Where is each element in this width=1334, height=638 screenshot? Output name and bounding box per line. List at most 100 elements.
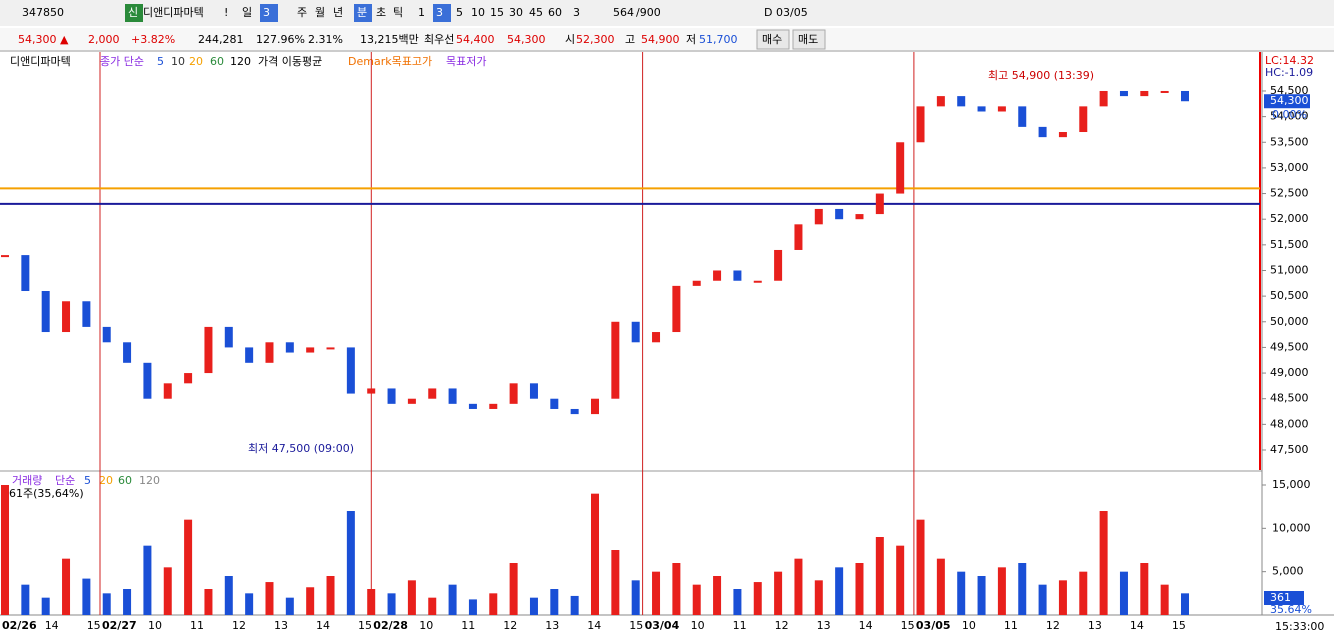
volume-bar bbox=[814, 580, 823, 615]
candle bbox=[1, 255, 9, 258]
y-tick-label: 49,000 bbox=[1270, 366, 1309, 379]
candle bbox=[794, 224, 803, 250]
candle bbox=[163, 383, 172, 399]
info-item: 51,700 bbox=[699, 33, 738, 46]
candle bbox=[936, 96, 945, 107]
candle bbox=[997, 106, 1006, 112]
toolbar-item[interactable]: 초 bbox=[376, 6, 386, 19]
volume-bar bbox=[692, 584, 701, 615]
volume-bar bbox=[529, 597, 538, 615]
x-hour-label: 10 bbox=[962, 619, 976, 632]
side-label: HC:-1.09 bbox=[1265, 66, 1313, 79]
toolbar-item[interactable]: 3 bbox=[573, 6, 580, 19]
volume-bar bbox=[265, 582, 274, 615]
y-tick-label: 51,500 bbox=[1270, 238, 1309, 251]
volume-bar bbox=[428, 597, 437, 615]
toolbar-item[interactable]: 틱 bbox=[393, 6, 403, 19]
toolbar-item[interactable]: 3 bbox=[263, 6, 270, 19]
candle bbox=[82, 301, 91, 327]
candle bbox=[326, 347, 335, 350]
candle bbox=[367, 388, 376, 394]
volume-current-box bbox=[1264, 591, 1304, 605]
candle bbox=[102, 326, 111, 343]
info-item: 54,400 bbox=[456, 33, 495, 46]
toolbar-item[interactable]: 15 bbox=[490, 6, 504, 19]
candle bbox=[733, 270, 742, 281]
info-item: 시 bbox=[565, 33, 575, 46]
volume-bar bbox=[123, 589, 132, 615]
toolbar-item[interactable]: 신 bbox=[128, 6, 138, 19]
volume-bar bbox=[855, 563, 864, 615]
toolbar-item[interactable]: 일 bbox=[242, 5, 252, 19]
candle bbox=[652, 332, 661, 343]
x-hour-label: 14 bbox=[45, 619, 59, 632]
y-tick-label: 52,000 bbox=[1270, 212, 1309, 225]
y-tick-label: 54,000 bbox=[1270, 110, 1309, 123]
volume-bar bbox=[1140, 563, 1149, 615]
toolbar-item[interactable]: 347850 bbox=[22, 6, 64, 19]
volume-bar bbox=[591, 493, 599, 615]
candle bbox=[428, 388, 437, 399]
info-item: +3.82% bbox=[131, 33, 175, 46]
x-hour-label: 11 bbox=[1004, 619, 1018, 632]
candle bbox=[62, 301, 71, 333]
candle bbox=[570, 408, 579, 415]
toolbar-item[interactable]: 월 bbox=[315, 6, 325, 19]
toolbar-item[interactable]: 분 bbox=[357, 6, 367, 19]
toolbar-item[interactable]: 3 bbox=[436, 6, 443, 19]
volume-bar bbox=[1038, 584, 1047, 615]
volume-bar bbox=[1058, 580, 1067, 615]
toolbar-item[interactable]: 디앤디파마텍 bbox=[143, 6, 204, 19]
order-button bbox=[792, 29, 826, 50]
v-tick-label: 5,000 bbox=[1272, 565, 1304, 578]
toolbar-item[interactable]: 60 bbox=[548, 6, 562, 19]
toolbar-item[interactable]: 45 bbox=[529, 6, 543, 19]
x-hour-label: 14 bbox=[316, 619, 330, 632]
toolbar-highlight bbox=[125, 4, 143, 22]
x-hour-label: 13 bbox=[1088, 619, 1102, 632]
info-item: 13,215백만 bbox=[360, 33, 419, 46]
volume-bar bbox=[204, 589, 213, 615]
x-hour-label: 13 bbox=[817, 619, 831, 632]
candle bbox=[753, 280, 762, 283]
toolbar-item[interactable]: 년 bbox=[333, 6, 343, 19]
x-day-label: 02/28 bbox=[373, 619, 408, 632]
clock: 15:33:00 bbox=[1275, 620, 1324, 633]
toolbar-item[interactable]: 03/05 bbox=[776, 6, 808, 19]
toolbar-item[interactable]: 5 bbox=[456, 6, 463, 19]
info-item[interactable]: 매수 bbox=[762, 33, 782, 46]
volume-bar bbox=[21, 584, 30, 615]
volume-bar bbox=[306, 587, 315, 615]
x-hour-label: 15 bbox=[1172, 619, 1186, 632]
y-tick-label: 54,500 bbox=[1270, 84, 1309, 97]
volume-bar bbox=[835, 567, 844, 615]
toolbar-item[interactable]: 1 bbox=[418, 6, 425, 19]
toolbar-item[interactable]: 30 bbox=[509, 6, 523, 19]
candle bbox=[591, 398, 599, 415]
toolbar-item[interactable]: 10 bbox=[471, 6, 485, 19]
toolbar-item[interactable]: D bbox=[764, 6, 772, 19]
toolbar-item[interactable]: ! bbox=[224, 6, 228, 19]
candle bbox=[1079, 106, 1088, 133]
info-item[interactable]: 매도 bbox=[798, 33, 818, 46]
toolbar-item[interactable]: 564 bbox=[613, 6, 634, 19]
volume-bar bbox=[326, 576, 335, 615]
x-day-label: 03/04 bbox=[645, 619, 680, 632]
info-bg bbox=[0, 28, 1334, 50]
toolbar-item[interactable]: 주 bbox=[297, 6, 307, 19]
candle bbox=[489, 403, 498, 409]
toolbar-bg bbox=[0, 0, 1334, 26]
x-hour-label: 13 bbox=[545, 619, 559, 632]
volume-legend-item: 거래량 bbox=[12, 474, 42, 487]
volume-bar bbox=[753, 582, 762, 615]
volume-bar bbox=[62, 558, 71, 615]
volume-bar bbox=[713, 576, 722, 615]
candle bbox=[123, 342, 132, 363]
y-tick-label: 47,500 bbox=[1270, 443, 1309, 456]
annotation: 최고 54,900 (13:39) bbox=[988, 69, 1094, 82]
info-item: 2,000 bbox=[88, 33, 120, 46]
legend-item: 5 bbox=[157, 55, 164, 68]
toolbar-item[interactable]: /900 bbox=[636, 6, 661, 19]
volume-legend-item: 단순 bbox=[55, 474, 75, 487]
